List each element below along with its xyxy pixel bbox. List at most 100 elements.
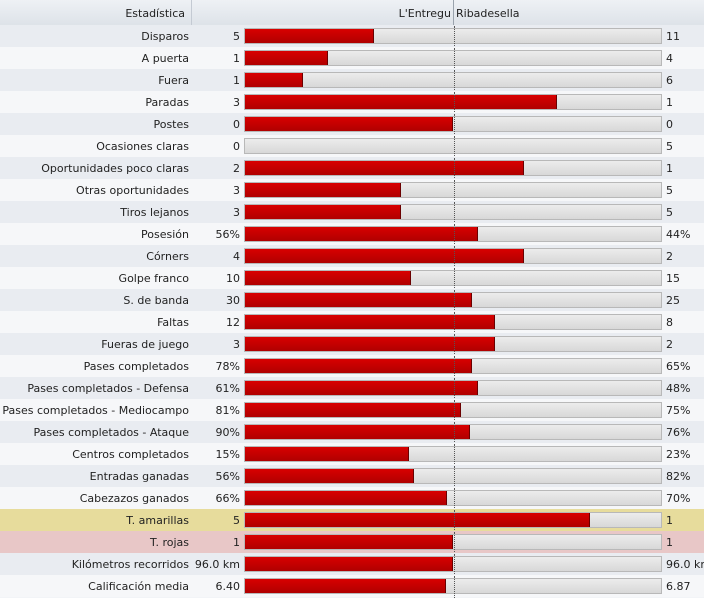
home-share-fill [245, 293, 472, 307]
stat-label: Entradas ganadas [89, 470, 189, 483]
comparison-bar [244, 466, 662, 488]
comparison-bar [244, 400, 662, 422]
away-value: 0 [666, 118, 673, 131]
away-value: 5 [666, 140, 673, 153]
stat-label: Pases completados - Mediocampo [2, 404, 189, 417]
stat-label: Posesión [141, 228, 189, 241]
home-share-fill [245, 161, 524, 175]
header-divider [453, 0, 454, 26]
comparison-bar [244, 444, 662, 466]
comparison-bar [244, 510, 662, 532]
home-value: 3 [233, 184, 240, 197]
stat-label: Paradas [145, 96, 189, 109]
stat-row: A puerta 1 4 [0, 47, 704, 70]
home-value: 0 [233, 118, 240, 131]
comparison-bar [244, 576, 662, 598]
home-share-fill [245, 271, 412, 285]
home-value: 2 [233, 162, 240, 175]
away-value: 76% [666, 426, 691, 439]
stat-label: Otras oportunidades [76, 184, 189, 197]
stat-row: Ocasiones claras 0 5 [0, 135, 704, 158]
stat-row: Faltas 12 8 [0, 311, 704, 334]
comparison-bar [244, 268, 662, 290]
stat-row: Postes 0 0 [0, 113, 704, 136]
away-value: 4 [666, 52, 673, 65]
stat-label: Cabezazos ganados [79, 492, 189, 505]
comparison-bar [244, 70, 662, 92]
stat-row: Posesión 56% 44% [0, 223, 704, 246]
comparison-bar [244, 224, 662, 246]
home-value: 56% [215, 470, 240, 483]
stat-row: T. rojas 1 1 [0, 531, 704, 554]
stat-label: Centros completados [72, 448, 189, 461]
home-value: 61% [215, 382, 240, 395]
midpoint-marker [454, 532, 455, 554]
stat-row: Córners 4 2 [0, 245, 704, 268]
home-share-fill [245, 491, 447, 505]
stat-row: Fueras de juego 3 2 [0, 333, 704, 356]
stat-row: Centros completados 15% 23% [0, 443, 704, 466]
home-share-fill [245, 205, 401, 219]
stat-label: T. rojas [150, 536, 189, 549]
stat-row: Kilómetros recorridos 96.0 km 96.0 km [0, 553, 704, 576]
midpoint-marker [454, 180, 455, 202]
home-value: 6.40 [215, 580, 241, 593]
column-header-statistic[interactable]: Estadística [0, 0, 192, 26]
comparison-bar [244, 48, 662, 70]
home-share-fill [245, 249, 524, 263]
home-share-fill [245, 315, 495, 329]
home-value: 56% [215, 228, 240, 241]
comparison-bar [244, 180, 662, 202]
stat-row: Paradas 3 1 [0, 91, 704, 114]
midpoint-marker [454, 510, 455, 532]
stat-label: Pases completados - Defensa [27, 382, 189, 395]
midpoint-marker [454, 356, 455, 378]
stat-label: Faltas [157, 316, 189, 329]
midpoint-marker [454, 158, 455, 180]
away-value: 1 [666, 536, 673, 549]
home-share-fill [245, 51, 329, 65]
home-value: 3 [233, 338, 240, 351]
home-share-fill [245, 579, 446, 593]
home-value: 4 [233, 250, 240, 263]
stat-label: Golpe franco [118, 272, 189, 285]
stat-label: Calificación media [88, 580, 189, 593]
home-value: 96.0 km [194, 558, 240, 571]
home-value: 81% [215, 404, 240, 417]
home-team-name: L'Entregu [398, 7, 451, 20]
stat-label: T. amarillas [126, 514, 189, 527]
away-value: 6.87 [666, 580, 691, 593]
stat-label: A puerta [141, 52, 189, 65]
home-share-fill [245, 469, 414, 483]
home-share-fill [245, 95, 557, 109]
stat-row: Calificación media 6.40 6.87 [0, 575, 704, 598]
away-value: 70% [666, 492, 691, 505]
stats-header: Estadística L'Entregu Ribadesella [0, 0, 704, 27]
midpoint-marker [454, 48, 455, 70]
midpoint-marker [454, 444, 455, 466]
away-value: 2 [666, 338, 673, 351]
away-value: 1 [666, 514, 673, 527]
midpoint-marker [454, 466, 455, 488]
home-share-fill [245, 557, 453, 571]
away-value: 5 [666, 184, 673, 197]
midpoint-marker [454, 92, 455, 114]
stat-label: Fuera [158, 74, 189, 87]
comparison-bar [244, 532, 662, 554]
midpoint-marker [454, 576, 455, 598]
away-value: 6 [666, 74, 673, 87]
comparison-bar [244, 290, 662, 312]
midpoint-marker [454, 312, 455, 334]
stat-row: T. amarillas 5 1 [0, 509, 704, 532]
home-value: 78% [215, 360, 240, 373]
away-value: 96.0 km [666, 558, 704, 571]
midpoint-marker [454, 70, 455, 92]
away-value: 8 [666, 316, 673, 329]
home-share-fill [245, 117, 453, 131]
midpoint-marker [454, 334, 455, 356]
comparison-bar [244, 554, 662, 576]
midpoint-marker [454, 246, 455, 268]
away-value: 1 [666, 96, 673, 109]
home-value: 12 [226, 316, 240, 329]
home-share-fill [245, 447, 410, 461]
